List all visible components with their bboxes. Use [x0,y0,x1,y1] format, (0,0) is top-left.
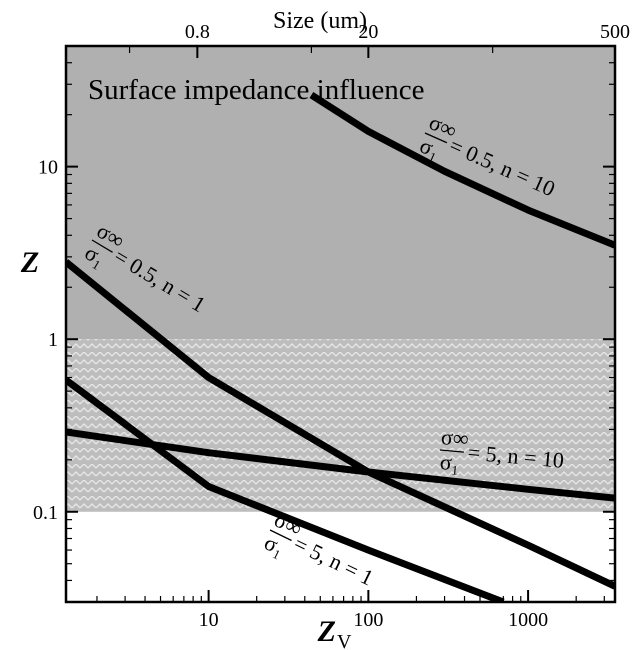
series-layer [66,92,615,602]
x-tick-label: 1000 [508,609,548,631]
plot-frame [64,44,617,604]
y-tick-label: 1 [48,329,58,351]
x-tick-label: 100 [353,609,383,631]
svg-text:σ∞: σ∞ [440,424,470,451]
tick-layer [66,45,616,603]
series-line-2 [66,428,615,502]
region-label-surface: Surface impedance influence [88,74,425,106]
x-axis-title: Z [317,615,336,648]
region-hatched [66,339,615,512]
top-tick-label: 20 [358,21,378,43]
top-tick-label: 500 [600,21,630,43]
x-tick-label: 10 [199,609,219,631]
y-tick-label: 0.1 [33,502,58,524]
svg-text:σ₁: σ₁ [439,449,461,476]
x-axis-title-subscript: V [337,631,352,650]
curve-label-3: σ∞ σ₁ = 5, n = 1 [260,507,377,591]
top-axis-title: Size (um) [273,8,367,34]
top-tick-label: 0.8 [185,21,210,43]
y-tick-label: 10 [38,157,58,179]
y-axis-title: Z [20,246,39,279]
series-line-3 [66,377,505,602]
region-surface-impedance [66,46,615,340]
label-layer: 10 100 1000 0.1 1 10 0.8 20 500 [33,21,630,631]
series-line-0 [309,92,615,249]
